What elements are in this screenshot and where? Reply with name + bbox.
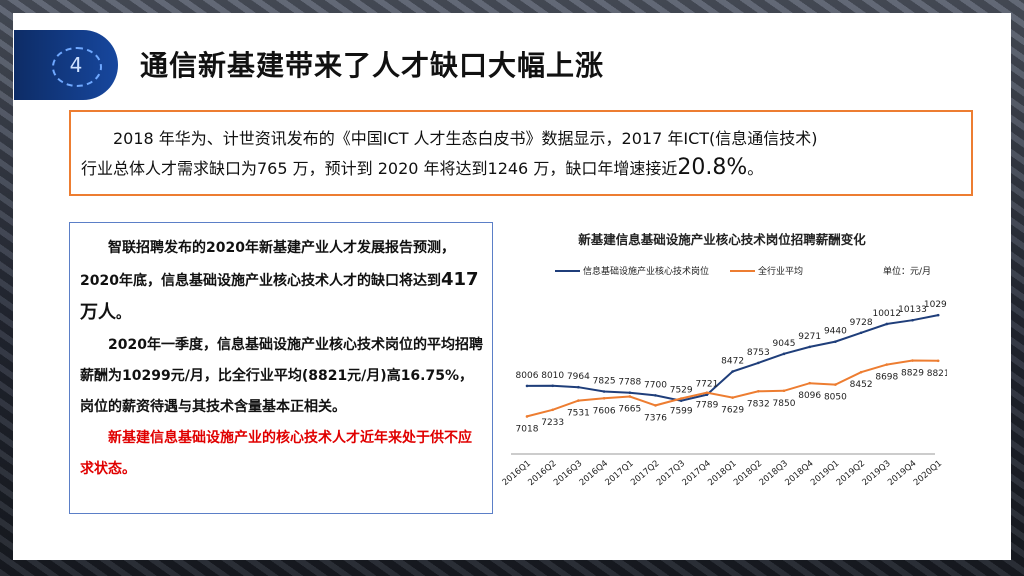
data-label-0-3: 7825 — [593, 377, 616, 387]
growth-rate-value: 20.8% — [677, 155, 748, 180]
data-label-0-6: 7529 — [670, 386, 693, 396]
summary-text-1: 2018 年华为、计世资讯发布的《中国ICT 人才生态白皮书》数据显示，2017… — [113, 129, 818, 148]
data-label-1-10: 7850 — [773, 399, 796, 409]
data-point-1-3 — [602, 396, 606, 400]
data-point-0-10 — [782, 352, 786, 356]
data-label-0-12: 9440 — [824, 327, 847, 337]
salary-line-chart: 新基建信息基础设施产业核心技术岗位招聘薪酬变化 信息基础设施产业核心技术岗位 全… — [501, 232, 947, 488]
data-label-0-9: 8753 — [747, 348, 770, 358]
data-label-0-8: 8472 — [721, 357, 744, 367]
chart-title: 新基建信息基础设施产业核心技术岗位招聘薪酬变化 — [578, 232, 866, 247]
data-label-1-9: 7832 — [747, 399, 770, 409]
data-label-1-12: 8050 — [824, 393, 847, 403]
section-number: 4 — [69, 53, 83, 77]
detail-box: 智联招聘发布的2020年新基建产业人才发展报告预测，2020年底，信息基础设施产… — [69, 222, 493, 514]
data-point-1-14 — [885, 363, 889, 366]
data-point-1-12 — [834, 383, 837, 386]
data-point-1-6 — [679, 397, 683, 400]
data-label-1-11: 8096 — [798, 391, 821, 401]
summary-line-1: 2018 年华为、计世资讯发布的《中国ICT 人才生态白皮书》数据显示，2017… — [81, 124, 961, 153]
data-label-1-6: 7599 — [670, 407, 693, 417]
data-label-1-14: 8698 — [875, 373, 898, 383]
data-label-1-2: 7531 — [567, 409, 590, 419]
data-point-1-4 — [628, 395, 632, 398]
data-label-1-15: 8829 — [901, 369, 924, 379]
data-point-0-11 — [808, 345, 811, 349]
detail-text-2: 2020年一季度，信息基础设施产业核心技术岗位的平均招聘薪酬为10299元/月，… — [80, 337, 483, 415]
data-label-1-16: 8821 — [927, 369, 947, 379]
data-label-0-5: 7700 — [644, 380, 667, 390]
summary-text-2: 行业总体人才需求缺口为765 万，预计到 2020 年将达到1246 万，缺口年… — [81, 159, 678, 178]
data-label-1-8: 7629 — [721, 406, 744, 416]
data-point-0-14 — [885, 322, 889, 326]
data-label-1-5: 7376 — [644, 413, 667, 423]
data-point-0-4 — [628, 391, 632, 394]
summary-line-2: 行业总体人才需求缺口为765 万，预计到 2020 年将达到1246 万，缺口年… — [81, 153, 961, 183]
legend-label-0: 信息基础设施产业核心技术岗位 — [583, 265, 709, 277]
data-point-0-6 — [679, 399, 683, 402]
summary-box: 2018 年华为、计世资讯发布的《中国ICT 人才生态白皮书》数据显示，2017… — [69, 110, 973, 196]
data-label-1-7: 7789 — [695, 401, 718, 411]
data-point-0-5 — [654, 394, 657, 397]
data-point-1-11 — [808, 381, 811, 385]
detail-text-1-end: 。 — [116, 306, 130, 322]
data-label-0-14: 10012 — [872, 309, 901, 319]
data-point-0-7 — [705, 393, 709, 397]
data-point-1-15 — [911, 359, 914, 362]
detail-paragraph-2: 2020年一季度，信息基础设施产业核心技术岗位的平均招聘薪酬为10299元/月，… — [80, 330, 484, 423]
slide-canvas — [13, 13, 1011, 560]
detail-paragraph-3: 新基建信息基础设施产业的核心技术人才近年来处于供不应求状态。 — [80, 423, 484, 485]
data-label-0-15: 10133 — [898, 305, 927, 315]
data-point-1-5 — [654, 404, 657, 407]
data-label-0-13: 9728 — [850, 318, 873, 328]
page-title: 通信新基建带来了人才缺口大幅上涨 — [140, 49, 605, 82]
legend-label-1: 全行业平均 — [758, 265, 803, 277]
data-label-0-10: 9045 — [773, 339, 796, 349]
data-point-1-2 — [577, 399, 580, 402]
data-point-1-9 — [757, 390, 760, 393]
data-label-1-0: 7018 — [516, 424, 539, 434]
talent-gap-value: 417万人 — [80, 269, 479, 323]
data-label-0-0: 8006 — [516, 371, 539, 381]
data-point-1-1 — [551, 408, 554, 412]
detail-text-1: 智联招聘发布的2020年新基建产业人才发展报告预测，2020年底，信息基础设施产… — [80, 240, 455, 289]
data-label-0-1: 8010 — [541, 371, 564, 381]
data-point-0-2 — [577, 385, 580, 389]
data-point-1-16 — [936, 359, 940, 363]
data-point-0-15 — [911, 318, 914, 322]
data-point-0-12 — [834, 340, 837, 343]
unit-label: 单位：元/月 — [883, 265, 931, 277]
data-point-1-7 — [705, 391, 709, 394]
x-tick-label: 2020Q1 — [912, 459, 944, 488]
summary-text-end: 。 — [747, 159, 764, 178]
data-label-1-1: 7233 — [541, 418, 564, 428]
data-label-0-16: 10299 — [924, 300, 947, 310]
data-point-1-10 — [782, 389, 786, 393]
detail-text-3: 新基建信息基础设施产业的核心技术人才近年来处于供不应求状态。 — [80, 430, 472, 477]
data-point-1-8 — [731, 396, 734, 399]
badge-ring-icon — [52, 47, 102, 87]
data-point-1-0 — [525, 415, 529, 418]
data-point-1-13 — [859, 370, 863, 374]
data-label-0-7: 7721 — [695, 380, 718, 390]
data-point-0-13 — [859, 331, 863, 335]
data-label-1-13: 8452 — [850, 380, 873, 390]
data-point-0-8 — [731, 370, 734, 373]
data-point-0-3 — [602, 390, 606, 393]
data-label-1-3: 7606 — [593, 406, 616, 416]
data-label-1-4: 7665 — [618, 404, 641, 414]
data-point-0-1 — [551, 384, 554, 388]
data-point-0-0 — [525, 384, 529, 388]
detail-paragraph-1: 智联招聘发布的2020年新基建产业人才发展报告预测，2020年底，信息基础设施产… — [80, 233, 484, 330]
data-label-0-2: 7964 — [567, 372, 590, 382]
data-label-0-11: 9271 — [798, 332, 821, 342]
data-point-0-9 — [757, 361, 760, 365]
data-label-0-4: 7788 — [618, 378, 641, 388]
data-point-0-16 — [936, 313, 940, 317]
